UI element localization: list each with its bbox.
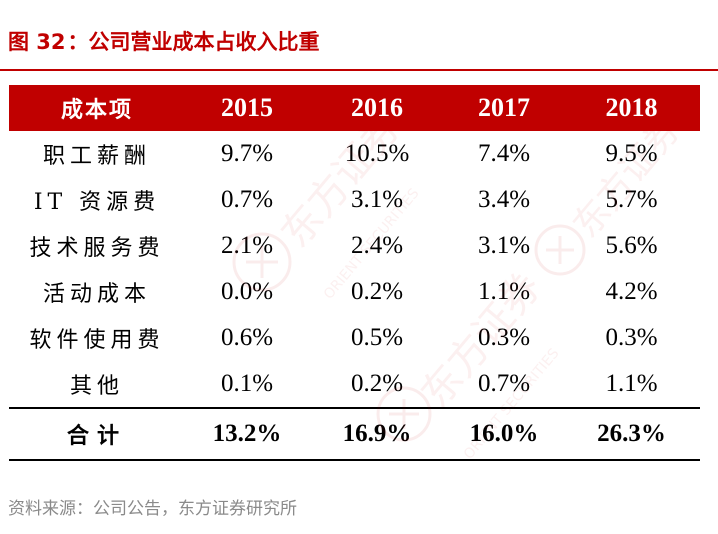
- cell-value: 3.4%: [477, 186, 531, 213]
- header-row: 成本项 2015 2016 2017 2018: [9, 85, 700, 131]
- figure-title: 图 32：公司营业成本占收入比重: [8, 26, 320, 56]
- header-year-2015: 2015: [185, 85, 309, 131]
- title-underline: [0, 69, 718, 71]
- cell-value: 2.4%: [350, 232, 404, 259]
- total-value: 16.0%: [445, 407, 563, 461]
- header-year-2018: 2018: [563, 85, 700, 131]
- cell-value: 2.1%: [220, 232, 274, 259]
- cell-value: 0.3%: [477, 324, 531, 351]
- cell-value: 0.3%: [605, 324, 658, 351]
- row-label: 职工薪酬: [42, 144, 151, 169]
- table-row: IT 资源费 0.7% 3.1% 3.4% 5.7%: [9, 177, 700, 223]
- cell-value: 0.0%: [220, 278, 274, 305]
- cell-value: 9.5%: [605, 140, 658, 167]
- cell-value: 4.2%: [605, 278, 658, 305]
- table-row: 其他 0.1% 0.2% 0.7% 1.1%: [9, 361, 700, 408]
- cell-value: 5.7%: [605, 186, 658, 213]
- cell-value: 0.5%: [350, 324, 404, 351]
- figure-title-text: 公司营业成本占收入比重: [88, 30, 320, 54]
- row-label: 技术服务费: [29, 236, 165, 261]
- cell-value: 1.1%: [605, 370, 658, 397]
- figure-label: 图 32: [8, 30, 66, 54]
- header-year-2016: 2016: [309, 85, 445, 131]
- cell-value: 0.2%: [350, 278, 404, 305]
- table-row: 技术服务费 2.1% 2.4% 3.1% 5.6%: [9, 223, 700, 269]
- cell-value: 9.7%: [220, 140, 274, 167]
- cell-value: 5.6%: [605, 232, 658, 259]
- row-label: 软件使用费: [29, 328, 165, 353]
- table-row: 职工薪酬 9.7% 10.5% 7.4% 9.5%: [9, 131, 700, 177]
- cell-value: 1.1%: [477, 278, 531, 305]
- total-label: 合计: [9, 407, 185, 461]
- table-row: 活动成本 0.0% 0.2% 1.1% 4.2%: [9, 269, 700, 315]
- row-label: 其他: [69, 374, 124, 399]
- row-label: IT 资源费: [33, 190, 161, 215]
- cell-value: 3.1%: [350, 186, 404, 213]
- cell-value: 0.7%: [477, 370, 531, 397]
- cell-value: 0.6%: [220, 324, 274, 351]
- total-value: 16.9%: [309, 407, 445, 461]
- total-row: 合计 13.2% 16.9% 16.0% 26.3%: [9, 407, 700, 461]
- cell-value: 10.5%: [344, 140, 410, 167]
- total-value: 13.2%: [185, 407, 309, 461]
- table-row: 软件使用费 0.6% 0.5% 0.3% 0.3%: [9, 315, 700, 361]
- total-value: 26.3%: [563, 407, 700, 461]
- figure-title-separator: ：: [67, 30, 89, 54]
- cell-value: 0.7%: [220, 186, 274, 213]
- cell-value: 3.1%: [477, 232, 531, 259]
- header-year-2017: 2017: [445, 85, 563, 131]
- row-label: 活动成本: [42, 282, 151, 307]
- source-note: 资料来源：公司公告，东方证券研究所: [8, 499, 297, 519]
- cell-value: 7.4%: [477, 140, 531, 167]
- header-cost-item: 成本项: [9, 85, 185, 131]
- cell-value: 0.1%: [220, 370, 274, 397]
- cost-ratio-table: 成本项 2015 2016 2017 2018 职工薪酬 9.7% 10.5% …: [9, 85, 700, 461]
- cell-value: 0.2%: [350, 370, 404, 397]
